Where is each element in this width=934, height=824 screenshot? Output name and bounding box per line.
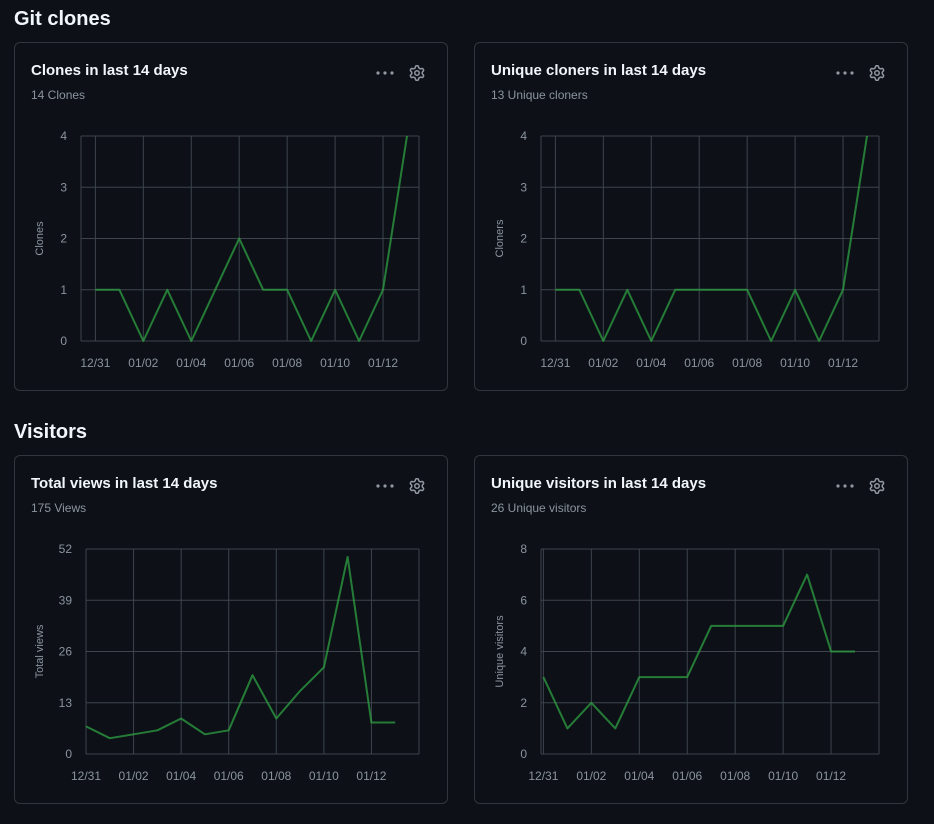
y-tick-label: 3 [520,180,527,194]
y-tick-label: 8 [520,542,527,556]
x-tick-label: 01/06 [214,769,244,783]
total-views-card: 0 13 26 39 52 12/31 01/02 01/04 01/06 01/08 01/10 0… [14,455,448,804]
y-tick-label: 2 [520,696,527,710]
x-tick-label: 12/31 [528,769,558,783]
series-line [95,135,408,342]
y-axis-label: Clones [34,221,46,256]
unique-visitors-chart: 0 2 4 6 8 12/31 01/02 01/04 01/06 01/08 01/10 01/12… [494,542,880,783]
card-subtitle: 175 Views [31,501,87,515]
x-tick-label: 01/10 [768,769,798,783]
y-tick-label: 3 [60,180,67,194]
x-tick-label: 12/31 [540,356,570,370]
y-axis-label: Total views [34,624,46,678]
y-tick-label: 13 [59,696,73,710]
x-tick-label: 01/04 [624,769,654,783]
y-tick-label: 26 [59,645,73,659]
unique-cloners-card: 0 1 2 3 4 12/31 01/02 01/04 01/06 01/08 01/10 01/12… [474,42,908,391]
card-subtitle: 14 Clones [31,88,86,102]
x-tick-label: 01/12 [368,356,398,370]
y-tick-label: 4 [60,129,67,143]
x-tick-label: 01/04 [636,356,666,370]
total-views-chart: 0 13 26 39 52 12/31 01/02 01/04 01/06 01/08 01/10 0… [34,542,420,783]
x-tick-label: 01/06 [672,769,702,783]
x-tick-label: 12/31 [80,356,110,370]
x-tick-label: 01/08 [272,356,302,370]
x-tick-label: 01/10 [780,356,810,370]
x-tick-label: 01/04 [176,356,206,370]
y-tick-label: 1 [60,283,67,297]
y-tick-label: 2 [520,232,527,246]
kebab-horizontal-icon[interactable] [375,476,395,496]
x-tick-label: 01/02 [576,769,606,783]
gear-icon[interactable] [407,63,427,83]
y-tick-label: 0 [520,334,527,348]
y-tick-label: 6 [520,593,527,607]
card-subtitle: 13 Unique cloners [491,88,588,102]
card-subtitle: 26 Unique visitors [491,501,587,515]
gear-icon[interactable] [867,63,887,83]
x-tick-label: 01/04 [166,769,196,783]
card-title: Total views in last 14 days [31,475,218,492]
card-title: Unique cloners in last 14 days [491,62,707,79]
x-tick-label: 12/31 [71,769,101,783]
y-axis-label: Unique visitors [494,615,506,688]
y-tick-label: 1 [520,283,527,297]
git-clones-heading: Git clones [14,8,111,30]
kebab-horizontal-icon[interactable] [375,63,395,83]
clones-card: 0 1 2 3 4 12/31 01/02 01/04 01/06 01/08 01/10 01/12… [14,42,448,391]
x-tick-label: 01/08 [261,769,291,783]
x-tick-label: 01/08 [720,769,750,783]
kebab-horizontal-icon[interactable] [835,476,855,496]
x-tick-label: 01/12 [828,356,858,370]
series-line [85,555,396,740]
gear-icon[interactable] [867,476,887,496]
y-tick-label: 52 [59,542,73,556]
clones-chart: 0 1 2 3 4 12/31 01/02 01/04 01/06 01/08 01/10 01/12… [34,129,420,370]
x-tick-label: 01/10 [320,356,350,370]
gear-icon[interactable] [407,476,427,496]
y-tick-label: 0 [520,747,527,761]
y-tick-label: 4 [520,129,527,143]
y-tick-label: 4 [520,645,527,659]
x-tick-label: 01/12 [356,769,386,783]
x-tick-label: 01/10 [309,769,339,783]
card-title: Clones in last 14 days [31,62,188,79]
series-line [542,573,855,730]
series-line [555,135,868,342]
x-tick-label: 01/02 [128,356,158,370]
x-tick-label: 01/08 [732,356,762,370]
x-tick-label: 01/12 [816,769,846,783]
x-tick-label: 01/02 [588,356,618,370]
x-tick-label: 01/06 [684,356,714,370]
y-axis-label: Cloners [494,219,506,257]
visitors-heading: Visitors [14,421,87,443]
card-title: Unique visitors in last 14 days [491,475,707,492]
y-tick-label: 39 [59,593,73,607]
x-tick-label: 01/02 [119,769,149,783]
y-tick-label: 0 [60,334,67,348]
kebab-horizontal-icon[interactable] [835,63,855,83]
unique-cloners-chart: 0 1 2 3 4 12/31 01/02 01/04 01/06 01/08 01/10 01/12… [494,129,880,370]
unique-visitors-card: 0 2 4 6 8 12/31 01/02 01/04 01/06 01/08 01/10 01/12… [474,455,908,804]
x-tick-label: 01/06 [224,356,254,370]
y-tick-label: 2 [60,232,67,246]
y-tick-label: 0 [65,747,72,761]
